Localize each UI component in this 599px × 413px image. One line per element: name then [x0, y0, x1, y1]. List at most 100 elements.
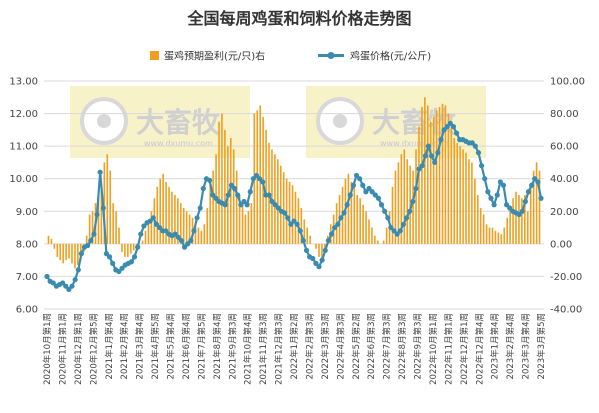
bar [450, 126, 453, 244]
line-point [200, 185, 206, 192]
bar [459, 146, 461, 244]
bar [315, 243, 317, 249]
x-tick-label: 2022年11月第1周 [443, 313, 454, 385]
bar [471, 162, 473, 244]
watermark-brand: 大畜牧 [372, 106, 457, 139]
line-point [353, 172, 360, 179]
bar [85, 235, 88, 244]
line-point [435, 150, 441, 156]
bar [241, 203, 244, 244]
bar [532, 170, 535, 244]
bar [209, 181, 212, 244]
line-point [372, 192, 378, 198]
line-point [310, 255, 316, 262]
line-point [363, 189, 369, 195]
bar [391, 186, 394, 244]
watermark-left: 大畜牧 www.dxumu.com [70, 86, 250, 158]
line-point [269, 198, 275, 205]
bar [353, 186, 356, 244]
line-point [250, 176, 256, 182]
line-point [516, 211, 522, 218]
bar [494, 230, 497, 244]
bar [124, 243, 126, 257]
bar [462, 149, 464, 244]
x-tick-label: 2021年9月第3周 [227, 313, 238, 379]
bar [121, 243, 123, 252]
bar [115, 211, 117, 244]
line-point [85, 242, 91, 249]
bar [150, 211, 153, 244]
line-point [60, 280, 66, 286]
bar [179, 203, 182, 244]
line-point [206, 177, 213, 183]
bar [185, 211, 188, 244]
line-point [344, 202, 350, 208]
line-point [50, 280, 56, 286]
bar [129, 243, 132, 254]
chart-title: 全国每周鸡蛋和饲料价格走势图 [186, 9, 411, 28]
line-point [347, 192, 353, 198]
bar [277, 159, 279, 244]
line-point [291, 218, 297, 224]
bar [518, 195, 520, 244]
line-series [44, 120, 544, 293]
x-tick-label: 2022年7月第3周 [382, 313, 393, 379]
line-point [228, 182, 235, 188]
x-tick-label: 2022年12月第1周 [459, 313, 470, 385]
bar [279, 165, 282, 244]
bar [224, 129, 226, 244]
x-tick-label: 2023年2月第4周 [505, 313, 516, 379]
bar [297, 198, 300, 244]
bar [265, 129, 267, 244]
bar [259, 105, 261, 244]
line-point [178, 238, 185, 244]
line-point [316, 264, 322, 270]
left-tick-label: 8.00 [16, 239, 38, 250]
bar [509, 208, 511, 244]
line-point [478, 163, 485, 169]
bar [50, 238, 53, 244]
bar [515, 191, 517, 244]
bar [247, 211, 250, 244]
line-point [538, 195, 544, 201]
x-tick-label: 2022年9月第3周 [413, 313, 424, 379]
line-point [507, 205, 513, 211]
bar [376, 240, 379, 244]
bar [497, 232, 500, 244]
line-point [128, 259, 135, 265]
right-tick-label: 20.00 [550, 207, 579, 218]
line-point [106, 254, 113, 260]
bar [182, 208, 185, 244]
bar [194, 224, 197, 244]
line-point [188, 238, 194, 244]
bar [438, 107, 441, 244]
line-point [150, 215, 156, 221]
line-point [213, 195, 219, 201]
line-point [422, 153, 428, 159]
bar [165, 181, 167, 244]
x-tick-label: 2022年5月第2周 [351, 313, 362, 379]
bar [529, 186, 532, 244]
bar [374, 235, 376, 244]
bar [394, 170, 397, 244]
line-point [257, 176, 263, 182]
line-point [147, 218, 153, 224]
bar [250, 203, 253, 244]
right-tick-label: 60.00 [550, 142, 579, 153]
bar [88, 214, 91, 244]
line-point [419, 163, 425, 169]
line-point [338, 215, 344, 221]
line-point [416, 166, 422, 172]
line-point [519, 208, 525, 214]
bar [474, 178, 476, 244]
bar [97, 195, 100, 244]
line-point [529, 182, 535, 188]
bar [441, 103, 444, 244]
line-point [197, 205, 203, 211]
line-point [135, 244, 141, 250]
line-point [75, 267, 81, 273]
legend-bar-label: 蛋鸡预期盈利(元/只)右 [164, 50, 265, 63]
line-point [394, 231, 400, 237]
line-point [303, 247, 310, 253]
bar [200, 230, 203, 244]
